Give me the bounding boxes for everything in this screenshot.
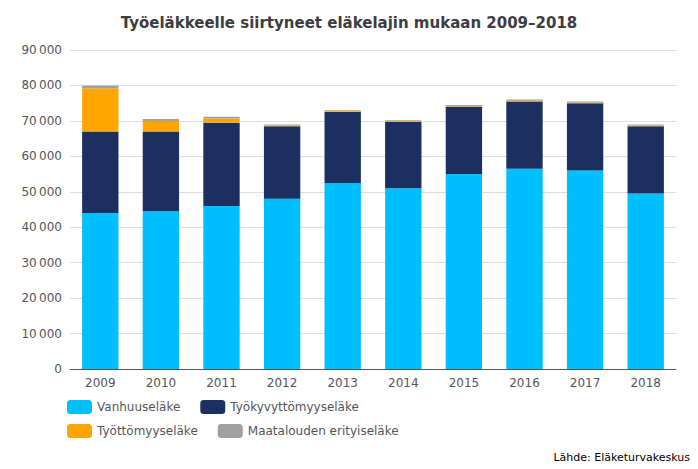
- svg-text:30 000: 30 000: [21, 256, 62, 270]
- svg-text:40 000: 40 000: [21, 220, 62, 234]
- svg-text:2018: 2018: [630, 376, 661, 390]
- svg-text:2017: 2017: [570, 376, 601, 390]
- svg-text:70 000: 70 000: [21, 114, 62, 128]
- svg-text:2015: 2015: [449, 376, 480, 390]
- svg-text:2016: 2016: [509, 376, 540, 390]
- svg-text:60 000: 60 000: [21, 149, 62, 163]
- svg-text:80 000: 80 000: [21, 78, 62, 92]
- svg-text:2013: 2013: [327, 376, 358, 390]
- svg-text:Työttömyyseläke: Työttömyyseläke: [96, 424, 198, 438]
- svg-text:Lähde: Eläketurvakeskus: Lähde: Eläketurvakeskus: [553, 451, 690, 464]
- svg-text:10 000: 10 000: [21, 327, 62, 341]
- svg-text:2014: 2014: [388, 376, 419, 390]
- svg-text:Vanhuuseläke: Vanhuuseläke: [97, 400, 180, 414]
- svg-text:2009: 2009: [85, 376, 116, 390]
- svg-text:2010: 2010: [146, 376, 177, 390]
- svg-text:2011: 2011: [206, 376, 237, 390]
- svg-text:0: 0: [54, 362, 62, 376]
- svg-text:2012: 2012: [267, 376, 298, 390]
- svg-text:Maatalouden erityiseläke: Maatalouden erityiseläke: [248, 424, 399, 438]
- svg-text:50 000: 50 000: [21, 185, 62, 199]
- svg-text:Työeläkkeelle siirtyneet eläke: Työeläkkeelle siirtyneet eläkelajin muka…: [121, 14, 578, 32]
- svg-text:20 000: 20 000: [21, 291, 62, 305]
- svg-text:90 000: 90 000: [21, 43, 62, 57]
- svg-text:Työkyvyttömyyseläke: Työkyvyttömyyseläke: [229, 400, 359, 414]
